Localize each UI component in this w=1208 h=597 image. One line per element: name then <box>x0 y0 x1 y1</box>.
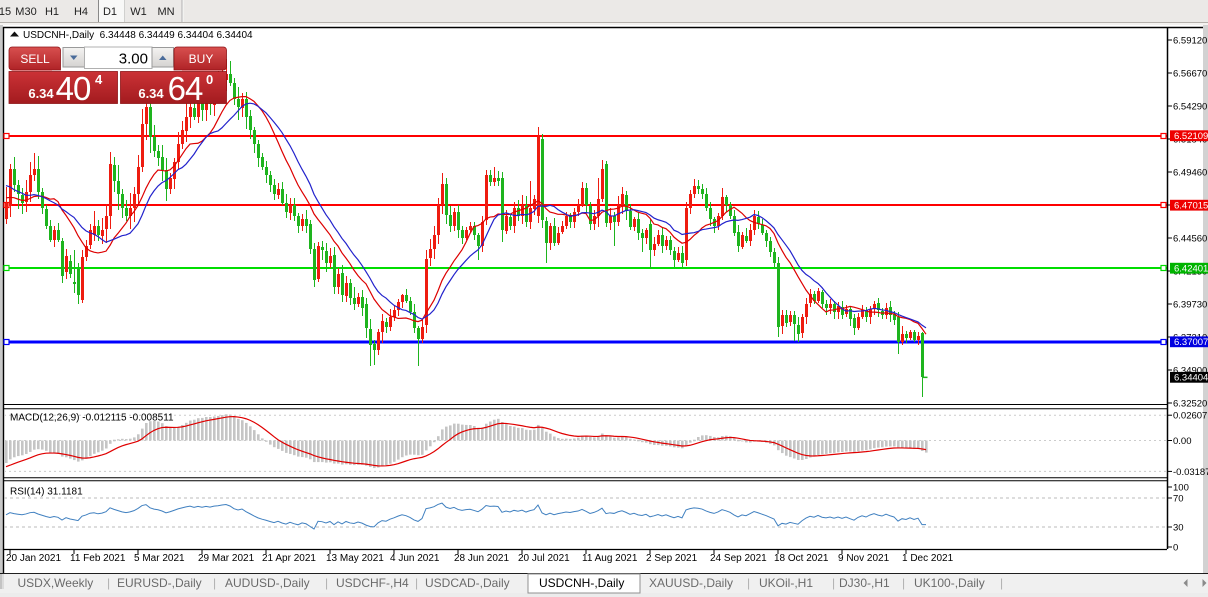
svg-text:9 Nov 2021: 9 Nov 2021 <box>838 553 890 564</box>
svg-text:6.39730: 6.39730 <box>1173 300 1207 311</box>
svg-text:11 Feb 2021: 11 Feb 2021 <box>70 553 126 564</box>
svg-text:6.44560: 6.44560 <box>1173 234 1207 245</box>
svg-text:20 Jul 2021: 20 Jul 2021 <box>518 553 570 564</box>
svg-text:0: 0 <box>206 72 213 87</box>
svg-text:MACD(12,26,9) -0.012115 -0.008: MACD(12,26,9) -0.012115 -0.008511 <box>10 413 174 424</box>
svg-text:|: | <box>747 576 750 590</box>
svg-text:H1: H1 <box>45 6 59 18</box>
svg-text:|: | <box>325 576 328 590</box>
svg-text:-0.03187: -0.03187 <box>1173 467 1208 478</box>
svg-text:|: | <box>832 576 835 590</box>
svg-text:3.00: 3.00 <box>119 51 148 68</box>
svg-text:XAUUSD-,Daily: XAUUSD-,Daily <box>649 576 733 590</box>
svg-text:MN: MN <box>157 6 174 18</box>
svg-text:UKOil-,H1: UKOil-,H1 <box>759 576 813 590</box>
svg-text:4 Jun 2021: 4 Jun 2021 <box>390 553 440 564</box>
svg-text:6.37007: 6.37007 <box>1174 337 1208 348</box>
svg-text:6.54290: 6.54290 <box>1173 102 1207 113</box>
svg-text:6.56670: 6.56670 <box>1173 69 1207 80</box>
svg-text:DJ30-,H1: DJ30-,H1 <box>839 576 890 590</box>
svg-text:USDCHF-,H4: USDCHF-,H4 <box>336 576 409 590</box>
svg-text:15: 15 <box>0 6 11 18</box>
svg-text:0: 0 <box>1173 543 1178 554</box>
svg-text:1 Dec 2021: 1 Dec 2021 <box>902 553 954 564</box>
svg-text:5 Mar 2021: 5 Mar 2021 <box>134 553 185 564</box>
svg-text:6.52109: 6.52109 <box>1174 131 1208 142</box>
svg-text:0.02607: 0.02607 <box>1173 411 1207 422</box>
svg-text:11 Aug 2021: 11 Aug 2021 <box>582 553 638 564</box>
svg-text:0.00: 0.00 <box>1173 436 1192 447</box>
svg-text:|: | <box>415 576 418 590</box>
svg-text:USDX,Weekly: USDX,Weekly <box>18 576 94 590</box>
svg-text:RSI(14) 31.1181: RSI(14) 31.1181 <box>10 487 83 498</box>
svg-text:28 Jun 2021: 28 Jun 2021 <box>454 553 509 564</box>
svg-text:6.59120: 6.59120 <box>1173 36 1207 47</box>
svg-text:UK100-,Daily: UK100-,Daily <box>914 576 985 590</box>
svg-text:6.34: 6.34 <box>28 86 54 101</box>
svg-text:AUDUSD-,Daily: AUDUSD-,Daily <box>225 576 310 590</box>
svg-text:100: 100 <box>1173 483 1189 494</box>
svg-text:24 Sep 2021: 24 Sep 2021 <box>710 553 767 564</box>
svg-text:6.34404: 6.34404 <box>1174 373 1208 384</box>
svg-text:13 May 2021: 13 May 2021 <box>326 553 384 564</box>
svg-text:|: | <box>213 576 216 590</box>
svg-text:6.42401: 6.42401 <box>1174 264 1208 275</box>
svg-text:BUY: BUY <box>189 52 214 66</box>
svg-text:|: | <box>1000 576 1003 590</box>
svg-text:W1: W1 <box>130 6 147 18</box>
svg-text:6.49460: 6.49460 <box>1173 168 1207 179</box>
svg-text:6.34: 6.34 <box>138 86 164 101</box>
svg-text:USDCNH-,Daily 6.34448 6.34449: USDCNH-,Daily 6.34448 6.34449 6.34404 6.… <box>23 30 253 41</box>
svg-text:M30: M30 <box>15 6 36 18</box>
svg-text:40: 40 <box>56 70 91 107</box>
svg-text:70: 70 <box>1173 494 1184 505</box>
svg-text:4: 4 <box>95 72 103 87</box>
svg-text:21 Apr 2021: 21 Apr 2021 <box>262 553 316 564</box>
svg-text:30: 30 <box>1173 523 1184 534</box>
svg-text:USDCNH-,Daily: USDCNH-,Daily <box>539 576 624 590</box>
svg-text:18 Oct 2021: 18 Oct 2021 <box>774 553 829 564</box>
svg-text:|: | <box>902 576 905 590</box>
svg-text:H4: H4 <box>74 6 88 18</box>
svg-text:SELL: SELL <box>20 52 50 66</box>
svg-text:|: | <box>107 576 110 590</box>
svg-text:20 Jan 2021: 20 Jan 2021 <box>6 553 61 564</box>
svg-text:2 Sep 2021: 2 Sep 2021 <box>646 553 698 564</box>
svg-text:D1: D1 <box>103 6 117 18</box>
svg-text:6.34900: 6.34900 <box>1173 366 1207 377</box>
svg-text:USDCAD-,Daily: USDCAD-,Daily <box>425 576 510 590</box>
svg-text:64: 64 <box>168 70 203 107</box>
svg-text:29 Mar 2021: 29 Mar 2021 <box>198 553 255 564</box>
svg-text:EURUSD-,Daily: EURUSD-,Daily <box>117 576 202 590</box>
svg-text:6.32520: 6.32520 <box>1173 399 1207 410</box>
svg-text:6.47015: 6.47015 <box>1174 201 1208 212</box>
